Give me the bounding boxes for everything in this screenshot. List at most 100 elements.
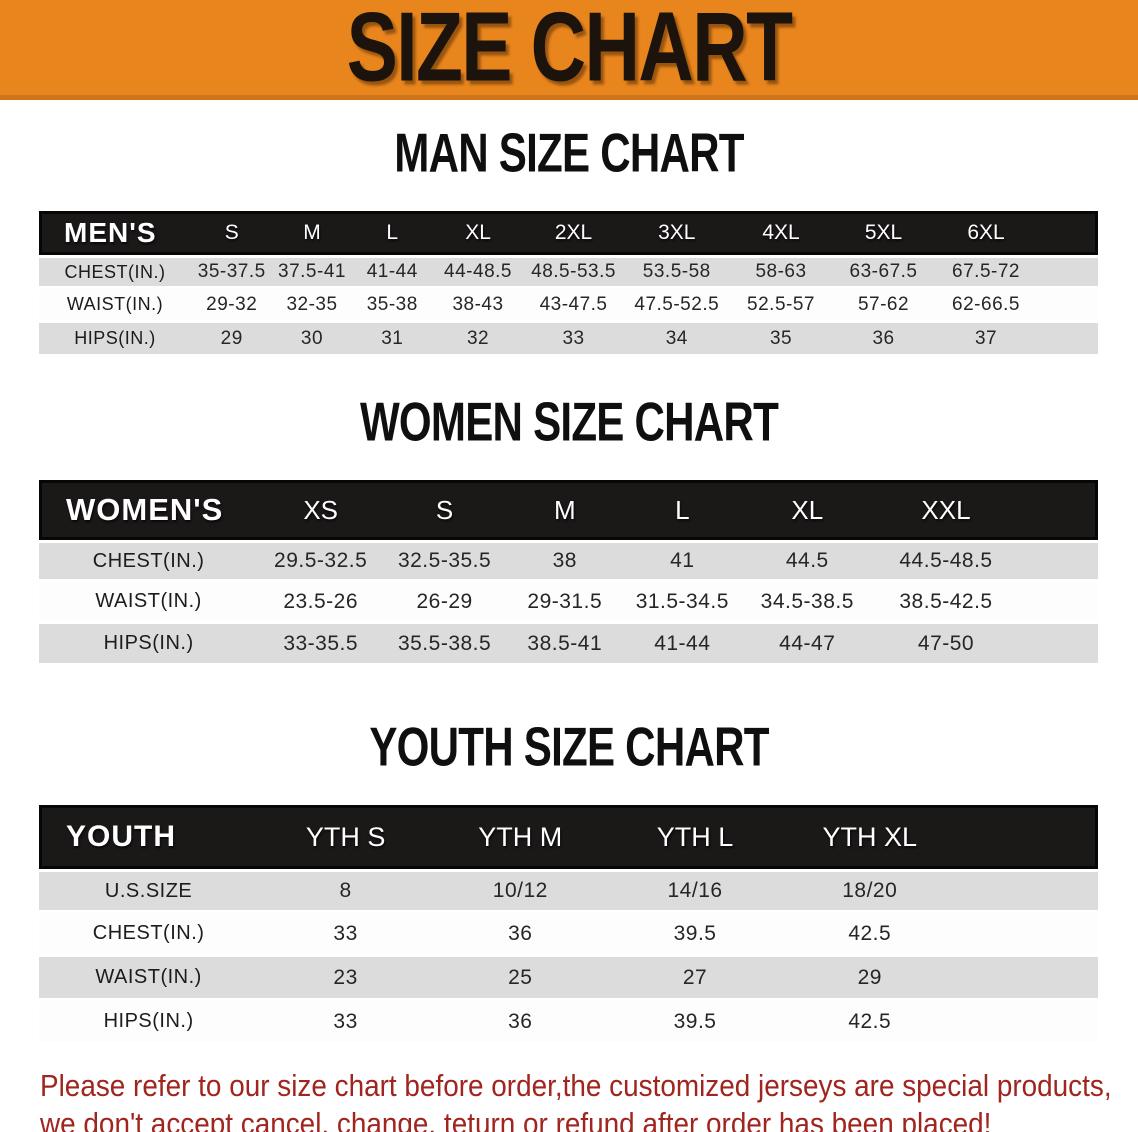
row-label-cell: WAIST(IN.) [39,582,259,624]
table-title-cell: WOMEN'S [39,480,259,540]
value-cell: 41-44 [351,255,434,289]
value-cell: 53.5-58 [624,255,730,289]
value-cell: 43-47.5 [523,289,625,323]
value-cell: 29 [190,323,273,357]
table-row: HIPS(IN.) 33 36 39.5 42.5 [39,1001,1098,1045]
spacer-cell [957,957,1098,1001]
row-label-cell: U.S.SIZE [39,869,259,913]
value-cell: 57-62 [832,289,935,323]
value-cell: 37.5-41 [272,255,352,289]
value-cell: 27 [607,957,783,1001]
order-note: Please refer to our size chart before or… [40,1067,1138,1132]
value-cell: 47.5-52.5 [624,289,730,323]
size-header-cell: 2XL [523,211,625,255]
table-row: CHEST(IN.) 35-37.5 37.5-41 41-44 44-48.5 48.5… [39,255,1098,289]
banner: SIZE CHART [0,0,1138,100]
value-cell: 35-37.5 [190,255,273,289]
value-cell: 10/12 [432,869,608,913]
womens-size-table: WOMEN'S XS S M L XL XXL CHEST(IN.) 29.5-32.5 32.5… [39,480,1098,666]
value-cell: 42.5 [782,913,958,957]
table-title-cell: MEN'S [39,211,191,255]
spacer-cell [1018,582,1098,624]
row-label-cell: WAIST(IN.) [39,289,191,323]
value-cell: 63-67.5 [832,255,935,289]
value-cell: 62-66.5 [934,289,1038,323]
value-cell: 48.5-53.5 [523,255,625,289]
value-cell: 35-38 [351,289,434,323]
value-cell: 35 [729,323,833,357]
value-cell: 42.5 [782,1001,958,1045]
size-header-cell: XS [258,480,384,540]
value-cell: 67.5-72 [934,255,1038,289]
table-row: CHEST(IN.) 29.5-32.5 32.5-35.5 38 41 44.5 44.5… [39,540,1098,582]
value-cell: 25 [432,957,608,1001]
value-cell: 33 [523,323,625,357]
table-row: HIPS(IN.) 29 30 31 32 33 34 35 36 37 [39,323,1098,357]
value-cell: 32.5-35.5 [383,540,506,582]
youth-section-heading-text: YOUTH SIZE CHART [369,716,769,778]
value-cell: 31 [351,323,434,357]
row-label-cell: HIPS(IN.) [39,323,191,357]
value-cell: 37 [934,323,1038,357]
spacer-cell [1037,255,1098,289]
man-section-heading: MAN SIZE CHART [0,125,1138,194]
value-cell: 32 [433,323,524,357]
table-row: CHEST(IN.) 33 36 39.5 42.5 [39,913,1098,957]
value-cell: 33-35.5 [258,624,384,666]
row-label-cell: CHEST(IN.) [39,255,191,289]
spacer-cell [957,913,1098,957]
value-cell: 38.5-42.5 [873,582,1019,624]
value-cell: 26-29 [383,582,506,624]
value-cell: 34 [624,323,730,357]
value-cell: 47-50 [873,624,1019,666]
value-cell: 38-43 [433,289,524,323]
page-title: SIZE CHART [346,0,793,102]
size-header-cell: YTH XL [782,805,958,869]
value-cell: 44-48.5 [433,255,524,289]
value-cell: 58-63 [729,255,833,289]
value-cell: 34.5-38.5 [741,582,874,624]
size-header-cell: YTH L [607,805,783,869]
size-header-cell: S [383,480,506,540]
size-header-cell: M [506,480,624,540]
table-row: HIPS(IN.) 33-35.5 35.5-38.5 38.5-41 41-44 44-… [39,624,1098,666]
note-line-1: Please refer to our size chart before or… [40,1068,1112,1103]
size-header-cell: M [272,211,352,255]
table-header-row: MEN'S S M L XL 2XL 3XL 4XL 5XL 6XL [39,211,1098,255]
spacer-cell [1018,540,1098,582]
value-cell: 29 [782,957,958,1001]
spacer-cell [1037,289,1098,323]
value-cell: 36 [432,913,608,957]
spacer-cell [957,805,1098,869]
youth-section-heading: YOUTH SIZE CHART [0,716,1138,788]
spacer-cell [1018,480,1098,540]
row-label-cell: WAIST(IN.) [39,957,259,1001]
size-header-cell: 4XL [729,211,833,255]
value-cell: 41-44 [623,624,742,666]
value-cell: 38.5-41 [506,624,624,666]
table-title-cell: YOUTH [39,805,259,869]
value-cell: 33 [258,913,433,957]
value-cell: 33 [258,1001,433,1045]
value-cell: 36 [832,323,935,357]
spacer-cell [957,1001,1098,1045]
value-cell: 14/16 [607,869,783,913]
value-cell: 39.5 [607,913,783,957]
row-label-cell: HIPS(IN.) [39,624,259,666]
table-row: U.S.SIZE 8 10/12 14/16 18/20 [39,869,1098,913]
value-cell: 35.5-38.5 [383,624,506,666]
value-cell: 52.5-57 [729,289,833,323]
table-row: WAIST(IN.) 29-32 32-35 35-38 38-43 43-47.5 47.… [39,289,1098,323]
value-cell: 38 [506,540,624,582]
value-cell: 32-35 [272,289,352,323]
value-cell: 44.5 [741,540,874,582]
spacer-cell [1037,323,1098,357]
value-cell: 23 [258,957,433,1001]
row-label-cell: HIPS(IN.) [39,1001,259,1045]
size-header-cell: YTH S [258,805,433,869]
women-section-heading-text: WOMEN SIZE CHART [359,391,779,453]
value-cell: 31.5-34.5 [623,582,742,624]
value-cell: 39.5 [607,1001,783,1045]
table-row: WAIST(IN.) 23.5-26 26-29 29-31.5 31.5-34.5 34… [39,582,1098,624]
